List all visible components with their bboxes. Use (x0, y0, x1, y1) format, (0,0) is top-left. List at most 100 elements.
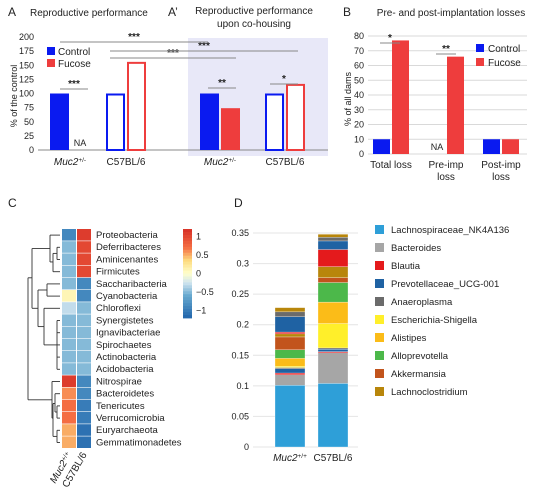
color-scale-segment (183, 312, 192, 316)
panel-b-ytick: 0 (359, 149, 364, 159)
panel-d-stack-segment (317, 240, 349, 250)
panel-d-stack-segment (317, 352, 349, 384)
panel-d-legend-label: Lachnospiraceae_NK4A136 (391, 225, 509, 236)
panel-d-legend-swatch (375, 369, 384, 378)
heatmap-cell (77, 399, 91, 412)
heatmap-row-label: Cyanobacteria (96, 291, 158, 302)
panel-a-significance-label: *** (198, 41, 210, 52)
color-scale-segment (183, 282, 192, 286)
panel-b-bar-fucose (447, 56, 464, 154)
heatmap-row-label: Deferribacteres (96, 242, 161, 253)
heatmap-cell (62, 387, 76, 400)
panel-d-stack-segment (274, 311, 306, 317)
heatmap-cell (77, 436, 91, 448)
color-scale-tick: 0.5 (196, 250, 209, 260)
panel-d-ytick: 0 (244, 442, 249, 452)
panel-b-legend-swatch (476, 58, 484, 66)
heatmap-row-label: Actinobacteria (96, 352, 157, 363)
panel-a-category-label: Muc2+/- (204, 157, 236, 169)
color-scale-segment (183, 255, 192, 260)
panel-a-category-label: C57BL/6 (266, 157, 305, 168)
panel-d-ytick: 0.25 (231, 289, 249, 299)
color-scale-segment (183, 297, 192, 301)
panel-d-ytick: 0.05 (231, 411, 249, 421)
heatmap-row-label: Ignavibacteriae (96, 328, 160, 339)
panel-d-stack-segment (274, 368, 306, 374)
panel-b-category-label: loss (492, 172, 510, 183)
panel-d-stack-segment (274, 307, 306, 313)
panel-a-significance-label: ** (218, 78, 226, 89)
panel-d-stack-segment (317, 282, 349, 303)
panel-d-stack-segment (317, 237, 349, 242)
panel-b-legend-label: Control (488, 44, 520, 55)
panel-b-ytick: 60 (354, 61, 364, 71)
heatmap-cell (77, 253, 91, 265)
heatmap-cell (77, 290, 91, 302)
panel-a-bar-control (265, 93, 284, 151)
panel-d-legend-swatch (375, 297, 384, 306)
panel-d-legend-label: Lachnoclostridium (391, 387, 468, 398)
panel-d-stack-segment (274, 374, 306, 386)
panel-b-bar-fucose (502, 139, 519, 154)
panel-b-category-label: Total loss (370, 160, 412, 171)
heatmap-cell (62, 399, 76, 412)
heatmap-cell (77, 265, 91, 278)
panel-d-stack-segment (274, 331, 306, 335)
heatmap-cell (62, 351, 76, 363)
panel-d-stack-segment (317, 234, 349, 238)
color-scale-segment (183, 229, 192, 233)
panel-label-a: A (8, 5, 16, 19)
heatmap-row-label: Verrucomicrobia (96, 413, 165, 424)
panel-b-title: Pre- and post-implantation losses (377, 8, 525, 19)
panel-d-category-label: C57BL/6 (314, 453, 353, 464)
heatmap-cell (77, 351, 91, 363)
color-scale-segment (183, 234, 192, 239)
panel-a-ytick: 75 (24, 103, 34, 113)
color-scale-segment (183, 249, 192, 254)
heatmap-cell (62, 363, 76, 375)
panel-b-category-label: Pre-imp (428, 160, 463, 171)
panel-d-stack-segment (317, 351, 349, 353)
heatmap-cell (77, 338, 91, 351)
panel-b-bar-control (483, 139, 500, 154)
panel-a-ytick: 50 (24, 117, 34, 127)
panel-d-stack-segment (274, 366, 306, 368)
heatmap-row-label: Firmicutes (96, 267, 140, 278)
panel-b-ytick: 40 (354, 90, 364, 100)
panel-d-legend-label: Prevotellaceae_UCG-001 (391, 279, 499, 290)
panel-d-ytick: 0.35 (231, 228, 249, 238)
panel-d-legend-label: Escherichia-Shigella (391, 315, 478, 326)
panel-b-ytick: 10 (354, 134, 364, 144)
color-scale-tick: −0.5 (196, 287, 214, 297)
panel-b-legend-label: Fucose (488, 58, 521, 69)
color-scale-segment (183, 237, 192, 242)
heatmap-row-label: Chloroflexi (96, 303, 141, 314)
panel-b-ytick: 30 (354, 105, 364, 115)
panel-d-legend-label: Akkermansia (391, 369, 447, 380)
color-scale-segment (183, 279, 192, 283)
panel-d-stack-segment (317, 277, 349, 283)
panel-d-stack-segment (274, 358, 306, 367)
panel-a-bar-control (106, 93, 125, 151)
heatmap-cell (62, 436, 76, 448)
heatmap-cell (62, 229, 76, 241)
panel-label-d: D (234, 196, 243, 210)
heatmap-row-label: Bacteroidetes (96, 389, 154, 400)
heatmap-cell (77, 302, 91, 314)
panel-a-ytick: 25 (24, 131, 34, 141)
panel-a-ytick: 150 (19, 60, 34, 70)
panel-a-ytick: 200 (19, 32, 34, 42)
panel-d-stack-segment (317, 266, 349, 278)
heatmap-row-label: Synergistetes (96, 315, 154, 326)
panel-d-legend-label: Blautia (391, 261, 421, 272)
panel-d-stack-segment (317, 349, 349, 352)
panel-a-title: Reproductive performance (30, 8, 148, 19)
heatmap-cell (62, 253, 76, 265)
color-scale-segment (183, 273, 192, 277)
panel-d-stack-segment (317, 323, 349, 349)
panel-d-stack-segment (274, 333, 306, 338)
panel-d-legend-label: Anaeroplasma (391, 297, 453, 308)
panel-a-category-label: Muc2+/- (54, 157, 86, 169)
panel-a-ytick: 175 (19, 46, 34, 56)
